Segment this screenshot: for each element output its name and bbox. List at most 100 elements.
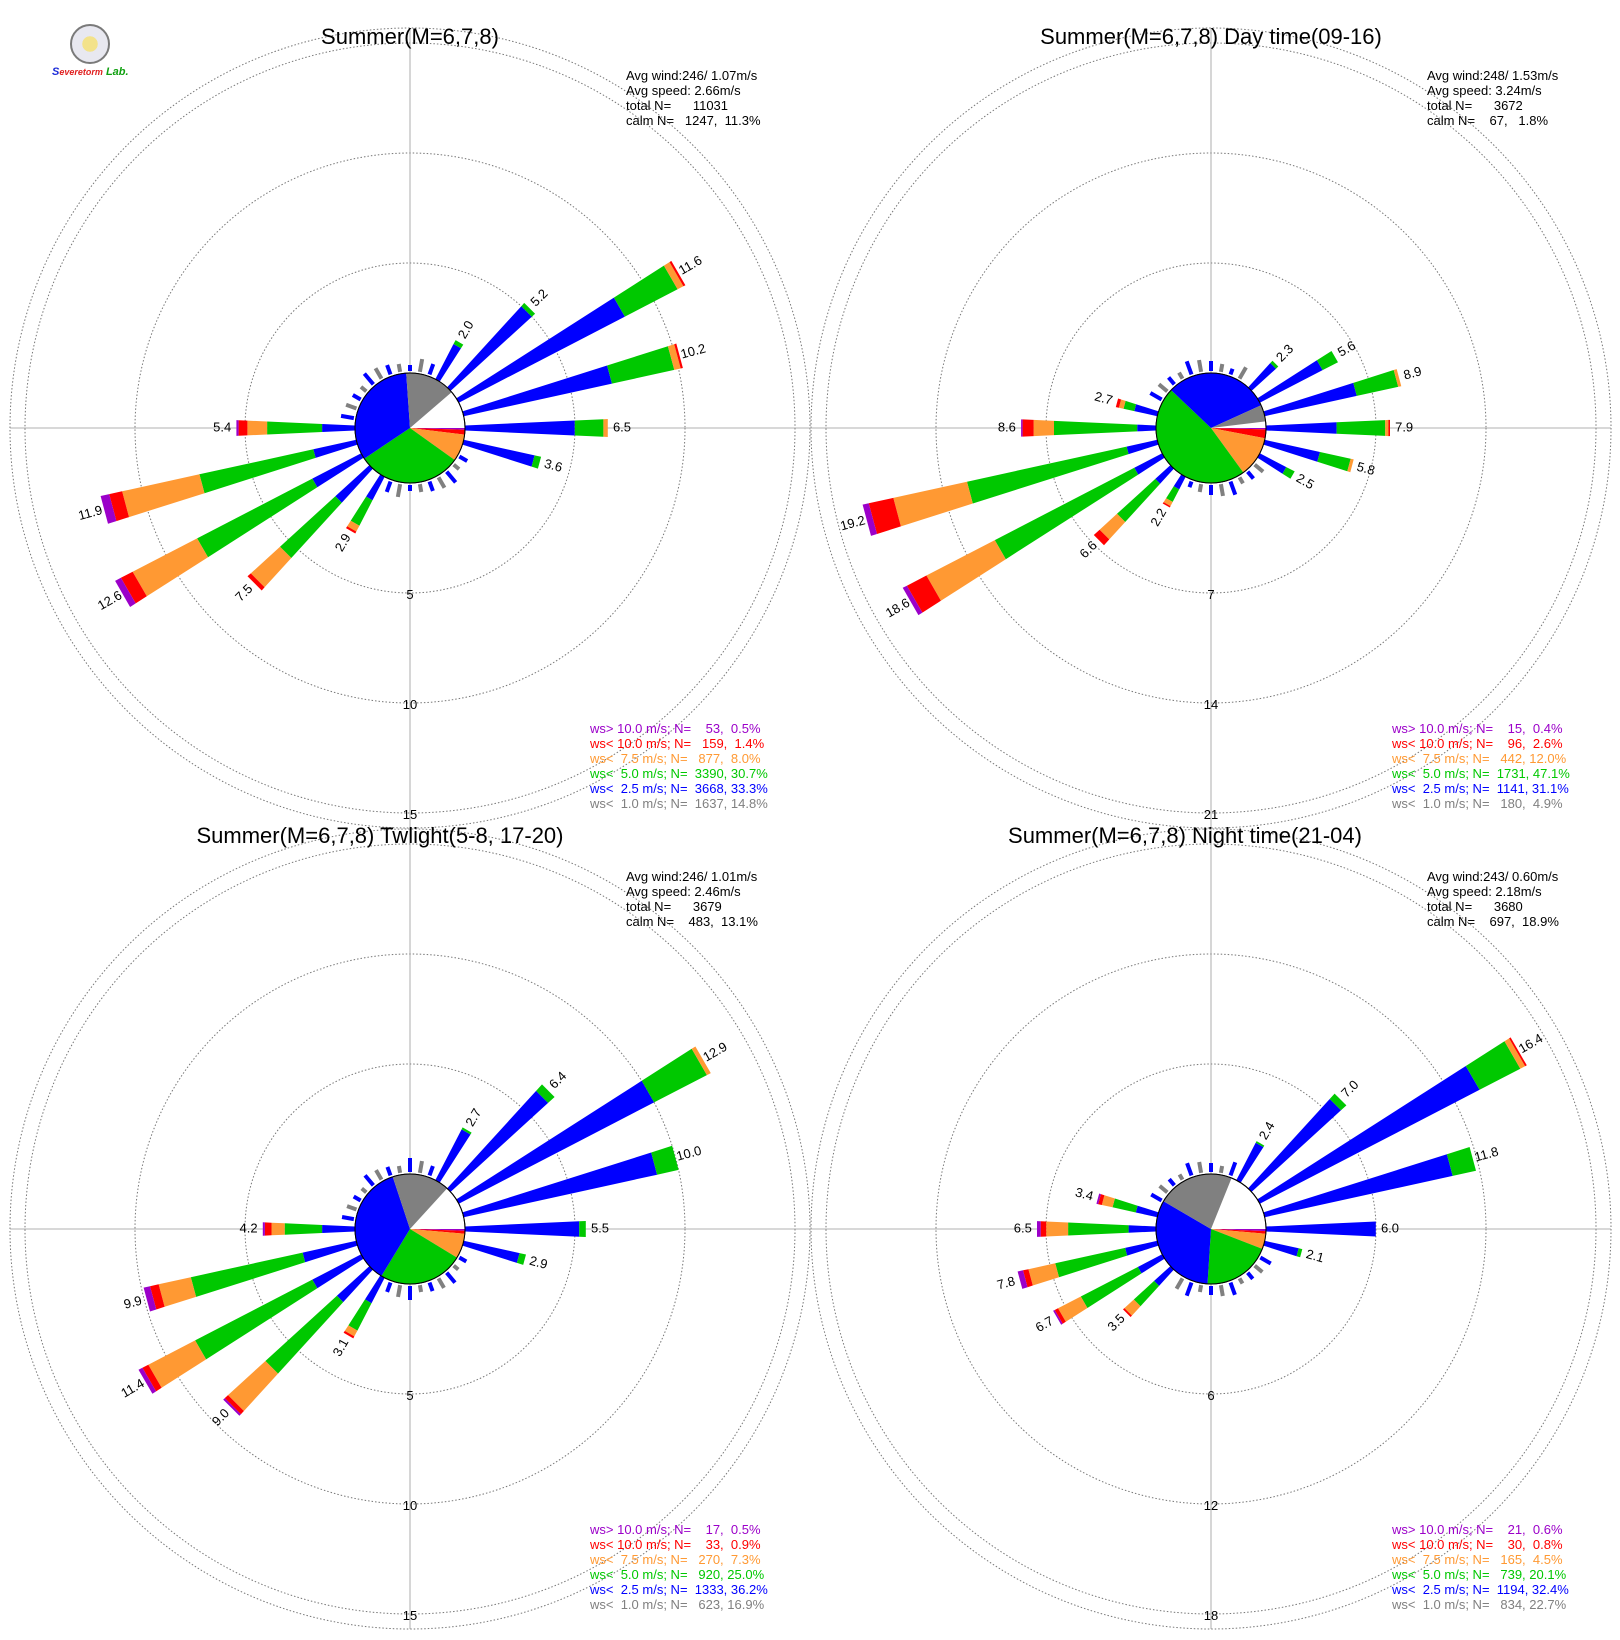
bar-value-label: 2.5: [1294, 470, 1317, 492]
bar-value-label: 10.0: [675, 1143, 703, 1164]
pie-outline: [1155, 1173, 1267, 1285]
bar-value-label: 6.5: [613, 419, 631, 434]
ring-label: 7: [1207, 587, 1214, 602]
bar-segment: [143, 1286, 157, 1312]
minor-bar: [1177, 371, 1185, 380]
bar-segment: [1033, 419, 1054, 437]
bar-segment: [1504, 1038, 1526, 1069]
minor-bar: [1228, 1161, 1238, 1177]
bar-segment: [347, 520, 360, 532]
bar-segment: [280, 496, 342, 558]
bar-value-label: 2.0: [455, 318, 477, 341]
direction-bar: [447, 302, 536, 391]
direction-bar: [346, 474, 385, 534]
bar-segment: [1465, 1041, 1521, 1090]
bar-segment: [1134, 404, 1159, 417]
minor-bar: [385, 1281, 393, 1293]
minor-bar: [417, 483, 424, 493]
minor-bar: [362, 372, 375, 386]
bar-value-label: 5.2: [527, 286, 550, 309]
bar-value-label: 19.2: [838, 512, 866, 533]
bar-segment: [335, 465, 373, 503]
ring-label: 5: [406, 587, 413, 602]
bar-segment: [1248, 1099, 1341, 1192]
pie-slice: [1211, 405, 1266, 428]
pie-slice: [381, 1229, 457, 1285]
bar-segment: [190, 1252, 306, 1297]
pie-outline: [354, 372, 466, 484]
direction-bar: [464, 419, 608, 437]
bar-segment: [435, 344, 461, 382]
minor-bar: [396, 363, 403, 373]
bar-segment: [1046, 1221, 1069, 1237]
bar-segment: [1022, 419, 1034, 437]
bar-segment: [641, 1048, 707, 1103]
pie-slice: [410, 428, 466, 430]
bar-segment: [1353, 370, 1399, 396]
stats-line: total N= 3680: [1427, 899, 1523, 914]
bar-segment: [122, 474, 205, 518]
bar-segment: [312, 1254, 364, 1289]
bar-segment: [462, 365, 612, 417]
pie-outline: [1155, 372, 1267, 484]
bar-segment: [142, 1364, 162, 1392]
minor-bar: [1218, 363, 1225, 373]
bar-segment: [669, 260, 686, 287]
minor-bar: [385, 1166, 393, 1177]
legend-entry: ws< 1.0 m/s; N= 623, 16.9%: [589, 1597, 765, 1612]
bar-segment: [1137, 1254, 1165, 1274]
pie-slice: [1211, 1229, 1266, 1234]
bar-segment: [250, 546, 292, 588]
bar-segment: [1385, 419, 1389, 437]
legend-entry: ws< 7.5 m/s; N= 877, 8.0%: [589, 751, 761, 766]
bar-segment: [1257, 1066, 1480, 1204]
bar-segment: [1099, 513, 1126, 540]
chart-title: Summer(M=6,7,8) Day time(09-16): [1040, 24, 1382, 49]
direction-bar: [462, 439, 542, 469]
stats-line: Avg wind:246/ 1.01m/s: [626, 869, 758, 884]
bar-segment: [197, 478, 318, 558]
bar-segment: [302, 1240, 358, 1263]
minor-bar: [1237, 476, 1245, 485]
minor-bar: [1197, 1284, 1204, 1293]
bar-segment: [902, 585, 923, 616]
bar-segment: [1133, 1280, 1160, 1307]
chart-title: Summer(M=6,7,8): [321, 24, 499, 49]
bar-value-label: 6.6: [1076, 538, 1099, 561]
minor-bar: [1237, 1277, 1245, 1285]
minor-bar: [1246, 470, 1255, 480]
minor-bar: [1253, 1264, 1264, 1274]
bar-segment: [1446, 1147, 1476, 1176]
bar-segment: [462, 1152, 658, 1218]
pie-slice: [410, 428, 465, 435]
minor-bar: [359, 385, 368, 393]
legend-entry: ws< 5.0 m/s; N= 920, 25.0%: [589, 1567, 765, 1582]
pie-slice: [1211, 428, 1265, 473]
stats-line: Avg wind:243/ 0.60m/s: [1427, 869, 1559, 884]
minor-bar: [1228, 1281, 1237, 1296]
bar-segment: [1096, 1193, 1101, 1205]
direction-bar: [1053, 1254, 1165, 1325]
bar-segment: [1317, 452, 1351, 472]
legend-entry: ws< 7.5 m/s; N= 270, 7.3%: [589, 1552, 761, 1567]
ring-label: 10: [403, 697, 417, 712]
bar-segment: [1017, 1270, 1028, 1289]
bar-segment: [1117, 478, 1161, 522]
pie-slice: [1211, 428, 1267, 430]
bar-segment: [120, 571, 147, 604]
speed-class-pie: [1155, 1173, 1267, 1285]
bar-segment: [1255, 1141, 1265, 1148]
speed-class-pie: [1155, 372, 1267, 484]
minor-bar: [373, 367, 384, 380]
pie-slice: [364, 428, 455, 483]
chart-title: Summer(M=6,7,8) Night time(21-04): [1008, 823, 1362, 848]
pie-outline: [354, 1173, 466, 1285]
direction-bar: [447, 1084, 555, 1192]
minor-bar: [1218, 483, 1225, 497]
bar-segment: [906, 575, 941, 613]
stats-line: calm N= 1247, 11.3%: [626, 113, 761, 128]
bar-segment: [1134, 453, 1165, 475]
direction-bar: [343, 1275, 385, 1339]
minor-bar: [345, 402, 358, 411]
bar-segment: [613, 265, 678, 317]
